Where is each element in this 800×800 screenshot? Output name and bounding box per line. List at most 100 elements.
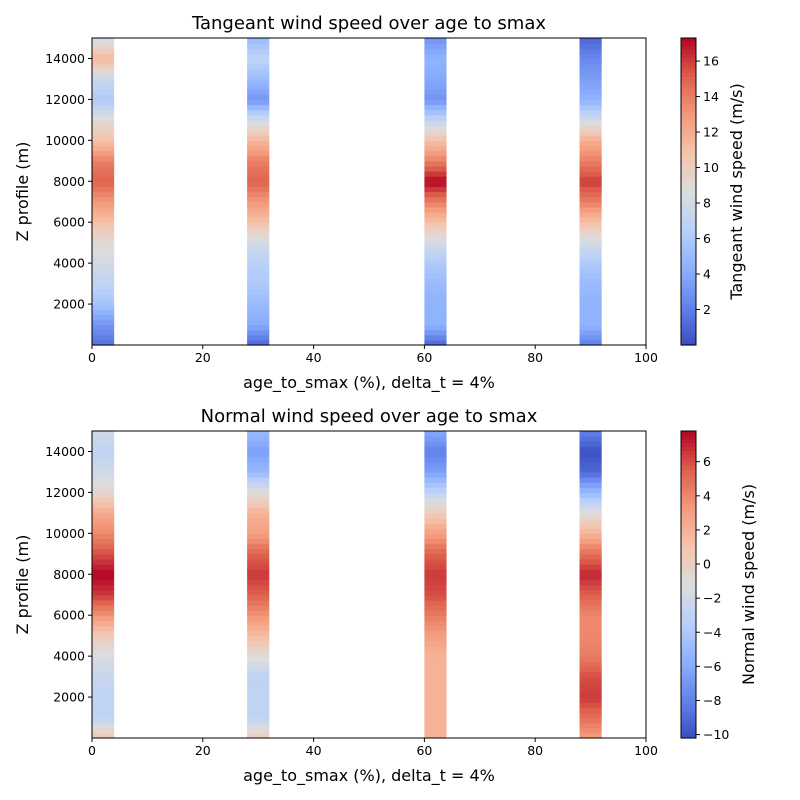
heatmap-cell <box>424 201 447 208</box>
heatmap-cell <box>424 553 447 560</box>
colorbar-segment <box>681 53 696 58</box>
heatmap-cell <box>92 171 115 177</box>
heatmap-cell <box>579 329 602 336</box>
colorbar-segment <box>681 325 696 331</box>
y-tick-label: 14000 <box>45 51 85 66</box>
heatmap-cell <box>92 671 115 678</box>
colorbar-ticks: 2 4 6 8 10 12 14 16 <box>696 54 719 317</box>
heatmap-cell <box>247 502 270 509</box>
heatmap-cell <box>92 512 115 519</box>
heatmap-cell <box>424 466 447 473</box>
chart-title: Normal wind speed over age to smax <box>201 406 538 427</box>
heatmap-cell <box>424 487 447 493</box>
heatmap-cell <box>92 273 115 280</box>
heatmap-cell <box>424 130 447 136</box>
heatmap-cell <box>424 604 447 611</box>
heatmap-cell <box>424 558 447 565</box>
heatmap-cell <box>92 625 115 632</box>
heatmap-cell <box>247 681 270 688</box>
colorbar-segment <box>681 553 696 559</box>
heatmap-cell <box>92 150 115 157</box>
colorbar-segment <box>681 99 696 104</box>
colorbar-tick-label: 0 <box>703 557 711 572</box>
heatmap-cell <box>247 594 270 601</box>
heatmap-cell <box>424 293 447 300</box>
colorbar-segment <box>681 465 696 470</box>
heatmap-cell <box>579 492 602 499</box>
heatmap-cell <box>92 160 115 167</box>
colorbar-segment <box>681 549 696 555</box>
heatmap-cell <box>424 584 447 591</box>
heatmap-cell <box>424 73 447 80</box>
heatmap-cell <box>92 288 115 295</box>
heatmap-column-0 <box>92 431 115 739</box>
heatmap-cell <box>424 676 447 683</box>
colorbar-segment <box>681 434 696 440</box>
heatmap-cell <box>424 594 447 601</box>
chart-title: Tangeant wind speed over age to smax <box>191 13 546 34</box>
heatmap-cell <box>579 564 602 570</box>
heatmap-cell <box>92 620 115 627</box>
heatmap-cell <box>424 533 447 540</box>
heatmap-cell <box>579 252 602 259</box>
colorbar-tick-label: −10 <box>703 727 729 742</box>
heatmap-cell <box>247 84 270 90</box>
heatmap-cell <box>92 78 115 85</box>
colorbar-segment <box>681 703 696 708</box>
heatmap-cell <box>424 339 447 346</box>
x-tick-label: 100 <box>634 743 658 758</box>
heatmap-cell <box>247 446 270 453</box>
heatmap-cell <box>424 471 447 478</box>
y-tick-label: 4000 <box>53 256 85 271</box>
heatmap-cell <box>579 640 602 647</box>
heatmap-cell <box>247 661 270 667</box>
colorbar-segment <box>681 542 696 547</box>
colorbar-segment <box>681 645 696 651</box>
colorbar-segment <box>681 283 696 289</box>
colorbar-segment <box>681 649 696 655</box>
heatmap-cell <box>247 206 270 213</box>
heatmap-cell <box>424 497 447 504</box>
heatmap-cell <box>92 334 115 341</box>
colorbar-segment <box>681 626 696 632</box>
colorbar-segment <box>681 691 696 697</box>
heatmap-cell <box>424 48 447 54</box>
heatmap-cell <box>424 109 447 116</box>
heatmap-cell <box>424 165 447 172</box>
colorbar-frame <box>680 430 697 739</box>
heatmap-cell <box>247 712 270 719</box>
heatmap-cell <box>92 293 115 300</box>
heatmap-cell <box>579 615 602 621</box>
heatmap-cell <box>424 89 447 95</box>
colorbar-segment <box>681 61 696 66</box>
colorbar-segment <box>681 523 696 528</box>
heatmap-cell <box>579 99 602 106</box>
heatmap-cell <box>247 73 270 80</box>
colorbar-segment <box>681 557 696 563</box>
heatmap-cell <box>579 523 602 529</box>
heatmap-cell <box>579 594 602 601</box>
heatmap-cell <box>92 594 115 601</box>
colorbar-tick-label: 2 <box>703 302 711 317</box>
heatmap-cell <box>92 666 115 673</box>
heatmap-cell <box>92 38 115 44</box>
heatmap-cell <box>92 211 115 218</box>
heatmap-cell <box>424 99 447 106</box>
heatmap-cell <box>247 656 270 662</box>
heatmap-cell <box>424 211 447 218</box>
heatmap-cell <box>247 584 270 591</box>
heatmap-cell <box>579 201 602 208</box>
heatmap-cell <box>247 119 270 126</box>
heatmap-cell <box>92 135 115 141</box>
heatmap-cell <box>424 461 447 468</box>
colorbar-segment <box>681 676 696 682</box>
heatmap-cell <box>92 558 115 565</box>
colorbar-segment <box>681 714 696 720</box>
y-tick-label: 2000 <box>53 297 85 312</box>
heatmap-cell <box>579 63 602 70</box>
heatmap-cell <box>247 309 270 315</box>
heatmap-cell <box>579 686 602 693</box>
heatmap-cell <box>424 640 447 647</box>
heatmap-cell <box>579 211 602 218</box>
y-tick-label: 2000 <box>53 690 85 705</box>
